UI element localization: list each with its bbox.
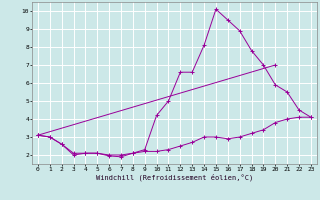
X-axis label: Windchill (Refroidissement éolien,°C): Windchill (Refroidissement éolien,°C) xyxy=(96,173,253,181)
